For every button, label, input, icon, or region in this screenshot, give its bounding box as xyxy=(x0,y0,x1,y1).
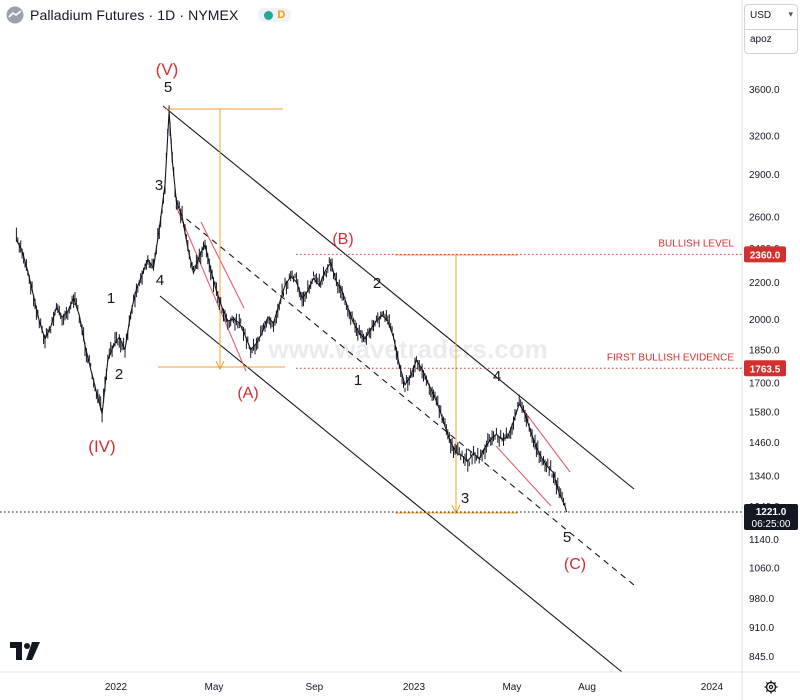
measure-lines xyxy=(158,108,518,515)
currency-sublabel: apoz xyxy=(750,34,772,45)
y-tick-label: 2600.0 xyxy=(749,212,780,223)
symbol-logo-icon xyxy=(6,6,24,24)
level-price-value: 2360.0 xyxy=(750,250,781,261)
wave-label: (V) xyxy=(156,60,179,79)
chart-header: Palladium Futures · 1D · NYMEX D xyxy=(6,4,292,26)
y-tick-label: 2000.0 xyxy=(749,315,780,326)
settings-gear-icon[interactable] xyxy=(764,680,778,694)
currency-selector[interactable]: USD ▾ apoz xyxy=(744,4,798,54)
channel-upper-line xyxy=(162,105,635,490)
countdown-value: 06:25:00 xyxy=(752,519,791,530)
y-tick-label: 3200.0 xyxy=(749,131,780,142)
wave-label: (IV) xyxy=(88,437,115,456)
x-tick-label: Sep xyxy=(305,682,323,693)
measure-arrow xyxy=(215,360,225,371)
tradingview-logo-icon[interactable] xyxy=(10,640,44,662)
wedge-line xyxy=(495,445,552,507)
wedge-lines xyxy=(175,205,571,507)
y-tick-label: 910.0 xyxy=(749,623,774,634)
wave-label: 1 xyxy=(107,290,115,307)
price-line xyxy=(15,111,568,513)
x-tick-label: 2023 xyxy=(403,682,426,693)
x-tick-label: 2022 xyxy=(105,682,128,693)
wave-label: 3 xyxy=(461,490,469,507)
wave-label: 4 xyxy=(493,368,501,385)
measure-arrow xyxy=(451,504,461,515)
y-tick-label: 1060.0 xyxy=(749,563,780,574)
price-series xyxy=(15,105,568,513)
wedge-line xyxy=(175,205,247,372)
y-tick-label: 2900.0 xyxy=(749,170,780,181)
y-tick-label: 3600.0 xyxy=(749,85,780,96)
y-tick-label: 2200.0 xyxy=(749,278,780,289)
y-tick-label: 980.0 xyxy=(749,594,774,605)
symbol-title[interactable]: Palladium Futures · 1D · NYMEX xyxy=(30,7,239,23)
wedge-line xyxy=(200,221,245,309)
wave-label: 5 xyxy=(563,529,571,546)
watermark-text: www.wavetraders.com xyxy=(267,334,547,364)
wave-label: (A) xyxy=(237,385,258,402)
channel-lines xyxy=(159,105,635,673)
currency-divider xyxy=(745,29,797,30)
wave-label: 2 xyxy=(115,366,123,383)
wave-label: 4 xyxy=(156,272,164,289)
y-tick-label: 1460.0 xyxy=(749,438,780,449)
y-tick-label: 1700.0 xyxy=(749,379,780,390)
x-tick-label: May xyxy=(502,682,521,693)
market-open-dot-icon xyxy=(264,10,274,20)
wave-label: 5 xyxy=(164,79,172,96)
last-price-tag xyxy=(744,504,798,531)
wave-label: 1 xyxy=(354,372,362,389)
x-tick-label: May xyxy=(205,682,224,693)
level-price-tag xyxy=(744,246,786,263)
level-price-value: 1763.5 xyxy=(750,364,781,375)
wave-label: (C) xyxy=(564,556,586,573)
price-axis-background xyxy=(742,0,800,700)
delayed-flag: D xyxy=(277,9,286,21)
currency-label: USD xyxy=(750,10,772,21)
y-tick-label: 1580.0 xyxy=(749,407,780,418)
wave-label: 3 xyxy=(155,177,163,194)
y-tick-label: 1850.0 xyxy=(749,346,780,357)
level-label: BULLISH LEVEL xyxy=(658,238,734,249)
market-status-badge[interactable]: D xyxy=(258,8,292,22)
last-price-value: 1221.0 xyxy=(756,507,787,518)
wedge-line xyxy=(521,407,571,473)
chevron-down-icon: ▾ xyxy=(788,9,793,19)
level-price-tag xyxy=(744,360,786,377)
x-tick-label: 2024 xyxy=(701,682,724,693)
y-tick-label: 1340.0 xyxy=(749,472,780,483)
y-tick-label: 1140.0 xyxy=(749,535,779,546)
channel-lower-line xyxy=(159,295,623,673)
wave-label: 2 xyxy=(373,275,381,292)
level-label: FIRST BULLISH EVIDENCE xyxy=(607,352,734,363)
wave-label: (B) xyxy=(332,231,353,248)
x-tick-label: Aug xyxy=(578,682,596,693)
y-tick-label: 845.0 xyxy=(749,652,774,663)
